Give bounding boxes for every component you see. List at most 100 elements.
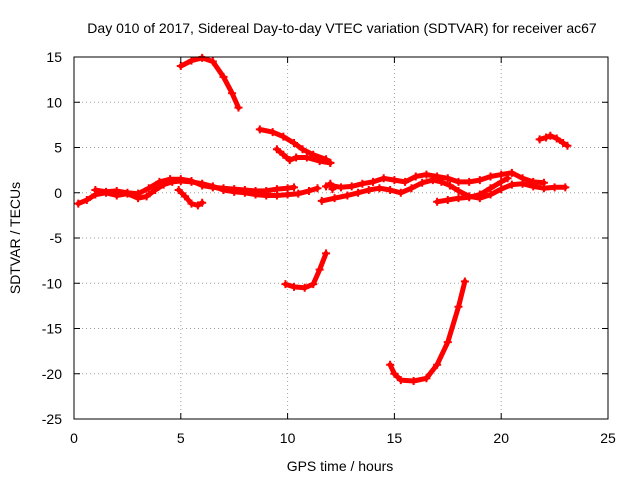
data-point	[535, 135, 544, 144]
y-tick-label: -25	[42, 411, 62, 427]
data-point	[123, 188, 132, 197]
data-point	[74, 199, 83, 208]
data-point	[187, 176, 196, 185]
data-point	[546, 131, 555, 140]
data-point	[228, 89, 237, 98]
data-point	[198, 198, 207, 207]
data-point	[279, 132, 288, 141]
series-arc-low-1	[281, 249, 331, 292]
data-point	[418, 178, 427, 187]
data-point	[443, 338, 452, 347]
series-band-spike-1	[322, 179, 337, 194]
data-point	[539, 178, 548, 187]
data-point	[460, 277, 469, 286]
data-point	[497, 170, 506, 179]
data-point	[552, 134, 561, 143]
data-point	[407, 184, 416, 193]
data-point	[181, 192, 190, 201]
chart-title: Day 010 of 2017, Sidereal Day-to-day VTE…	[87, 20, 597, 36]
grid-lines	[74, 57, 608, 419]
x-axis-label: GPS time / hours	[287, 458, 394, 474]
data-point	[454, 194, 463, 203]
data-point	[386, 186, 395, 195]
data-point	[298, 145, 307, 154]
data-point	[193, 201, 202, 210]
data-point	[315, 265, 324, 274]
data-point	[486, 172, 495, 181]
data-point	[396, 376, 405, 385]
data-point	[328, 185, 337, 194]
x-tick-label: 5	[177, 430, 185, 446]
data-point	[102, 187, 111, 196]
data-point	[326, 179, 335, 188]
y-tick-label: -20	[42, 366, 62, 382]
data-point	[561, 183, 570, 192]
data-point	[91, 186, 100, 195]
data-point	[422, 170, 431, 179]
y-tick-label: 15	[46, 49, 62, 65]
data-point	[300, 283, 309, 292]
data-point	[82, 195, 91, 204]
data-point	[268, 128, 277, 137]
data-point	[302, 153, 311, 162]
data-point	[198, 181, 207, 190]
series-arc-high-1	[176, 53, 243, 112]
data-point	[354, 188, 363, 197]
series-band-main-2	[91, 175, 299, 198]
data-point	[386, 360, 395, 369]
data-point	[219, 72, 228, 81]
data-point	[503, 174, 512, 183]
data-point	[309, 280, 318, 289]
data-point	[187, 56, 196, 65]
data-point	[454, 186, 463, 195]
data-point	[279, 150, 288, 159]
data-point	[433, 197, 442, 206]
data-point	[475, 176, 484, 185]
data-point	[208, 57, 217, 66]
data-point	[322, 249, 331, 258]
data-point	[486, 184, 495, 193]
data-point	[208, 183, 217, 192]
y-tick-label: 0	[54, 185, 62, 201]
axis-ticks: 0 5 10 15 20 25 -25 -20 -15 -10 -5 0 5 10 15	[42, 49, 616, 446]
data-point	[251, 186, 260, 195]
data-point	[330, 194, 339, 203]
x-tick-label: 20	[493, 430, 509, 446]
data-point	[507, 168, 516, 177]
y-tick-label: -15	[42, 321, 62, 337]
data-point	[155, 177, 164, 186]
data-point	[358, 179, 367, 188]
data-point	[187, 199, 196, 208]
x-tick-label: 15	[387, 430, 403, 446]
x-tick-label: 10	[280, 430, 296, 446]
data-point	[396, 188, 405, 197]
data-point	[364, 186, 373, 195]
x-tick-label: 0	[70, 430, 78, 446]
data-point	[322, 182, 331, 191]
data-point	[176, 175, 185, 184]
data-point	[272, 145, 281, 154]
y-tick-label: -10	[42, 275, 62, 291]
data-point	[550, 183, 559, 192]
data-point	[144, 184, 153, 193]
data-point	[401, 177, 410, 186]
data-point	[563, 141, 572, 150]
data-point	[142, 192, 151, 201]
data-point	[255, 125, 264, 134]
data-point	[542, 133, 551, 142]
data-point	[262, 186, 271, 195]
data-point	[454, 302, 463, 311]
data-point	[369, 177, 378, 186]
data-point	[281, 280, 290, 289]
data-point	[433, 172, 442, 181]
data-point	[411, 172, 420, 181]
data-point	[497, 185, 506, 194]
data-point	[166, 175, 175, 184]
data-point	[290, 138, 299, 147]
data-point	[443, 195, 452, 204]
data-point	[294, 189, 303, 198]
data-point	[507, 180, 516, 189]
data-point	[390, 176, 399, 185]
